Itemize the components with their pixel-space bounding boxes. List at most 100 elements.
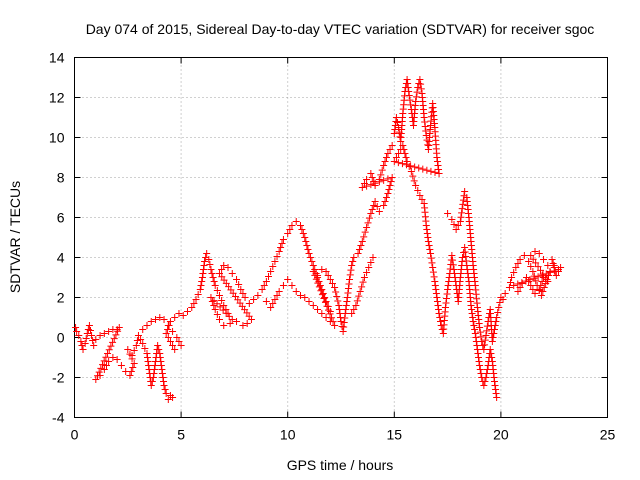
data-point xyxy=(433,298,441,305)
data-point xyxy=(169,328,177,335)
data-point xyxy=(427,250,435,257)
data-point xyxy=(127,368,135,375)
data-point xyxy=(492,390,500,397)
data-point xyxy=(458,205,466,213)
axis-ticks: 0 5 10 15 20 25 -4 -2 0 2 4 6 8 10 12 14 xyxy=(49,50,616,443)
data-point xyxy=(355,292,363,300)
data-point xyxy=(461,188,469,195)
data-point xyxy=(200,262,208,269)
data-point xyxy=(143,322,151,329)
data-point xyxy=(444,210,452,217)
data-point xyxy=(525,278,533,285)
data-point xyxy=(428,259,436,267)
data-point xyxy=(390,130,398,137)
data-point xyxy=(365,214,373,222)
data-point xyxy=(110,335,118,343)
data-point xyxy=(258,286,266,293)
data-point xyxy=(471,330,479,337)
data-point xyxy=(288,282,296,289)
data-point xyxy=(216,303,224,311)
y-tick-label: 0 xyxy=(57,330,65,346)
data-point xyxy=(326,276,334,283)
data-point xyxy=(496,299,504,306)
data-point xyxy=(371,198,379,205)
data-point xyxy=(275,288,283,295)
data-point xyxy=(100,330,108,337)
data-point xyxy=(365,264,373,271)
data-point xyxy=(510,269,518,276)
data-point xyxy=(363,269,371,276)
data-point xyxy=(210,278,218,285)
data-point xyxy=(156,314,164,321)
data-point xyxy=(226,320,234,327)
data-point xyxy=(277,244,285,251)
data-point xyxy=(359,278,367,286)
data-point xyxy=(239,322,247,329)
data-point xyxy=(490,330,498,337)
data-point xyxy=(462,253,470,260)
data-point xyxy=(422,127,430,135)
data-point xyxy=(392,118,400,125)
data-point xyxy=(130,360,138,367)
data-point xyxy=(407,162,415,170)
data-point xyxy=(353,297,361,305)
data-point xyxy=(340,319,348,326)
data-point xyxy=(505,284,513,291)
data-point xyxy=(304,246,312,253)
data-point xyxy=(423,226,431,233)
data-point xyxy=(239,290,247,297)
data-point xyxy=(386,146,394,153)
data-point xyxy=(83,330,91,337)
data-point xyxy=(435,170,443,177)
data-point xyxy=(169,342,177,349)
data-point xyxy=(419,165,427,173)
data-point xyxy=(75,332,83,339)
data-point xyxy=(450,266,458,273)
data-point xyxy=(527,263,535,270)
data-point xyxy=(450,221,458,228)
data-point xyxy=(348,310,356,317)
data-point xyxy=(489,334,497,341)
data-point xyxy=(218,266,226,273)
data-point xyxy=(476,324,484,331)
data-point xyxy=(205,256,213,263)
data-point xyxy=(483,327,491,335)
data-point xyxy=(492,386,500,393)
data-point xyxy=(459,200,467,208)
data-point xyxy=(451,270,459,277)
data-point xyxy=(424,238,432,245)
data-point xyxy=(416,76,424,83)
data-point xyxy=(156,354,164,361)
data-point xyxy=(155,346,163,353)
data-point xyxy=(148,378,156,385)
data-point xyxy=(358,283,366,291)
data-point xyxy=(147,318,155,325)
data-point xyxy=(544,262,552,269)
data-point xyxy=(86,327,94,334)
data-point xyxy=(463,266,471,273)
data-point xyxy=(367,181,375,189)
data-point xyxy=(208,298,216,305)
data-point xyxy=(492,318,500,325)
data-point xyxy=(501,290,509,297)
data-point xyxy=(540,284,548,291)
data-point xyxy=(425,242,433,249)
data-point xyxy=(512,264,520,271)
data-point xyxy=(296,222,304,229)
data-point xyxy=(449,261,457,269)
data-point xyxy=(472,334,480,341)
data-point xyxy=(273,292,281,299)
data-point xyxy=(433,158,441,165)
data-point xyxy=(141,345,149,352)
data-point xyxy=(171,346,179,353)
data-point xyxy=(375,176,383,183)
data-point xyxy=(486,346,494,353)
data-point xyxy=(262,278,270,285)
data-point xyxy=(165,322,173,329)
data-point xyxy=(473,342,481,349)
data-point xyxy=(410,177,418,185)
data-point xyxy=(378,166,386,174)
data-point xyxy=(102,353,110,361)
data-point xyxy=(339,328,347,335)
data-point xyxy=(392,154,400,161)
